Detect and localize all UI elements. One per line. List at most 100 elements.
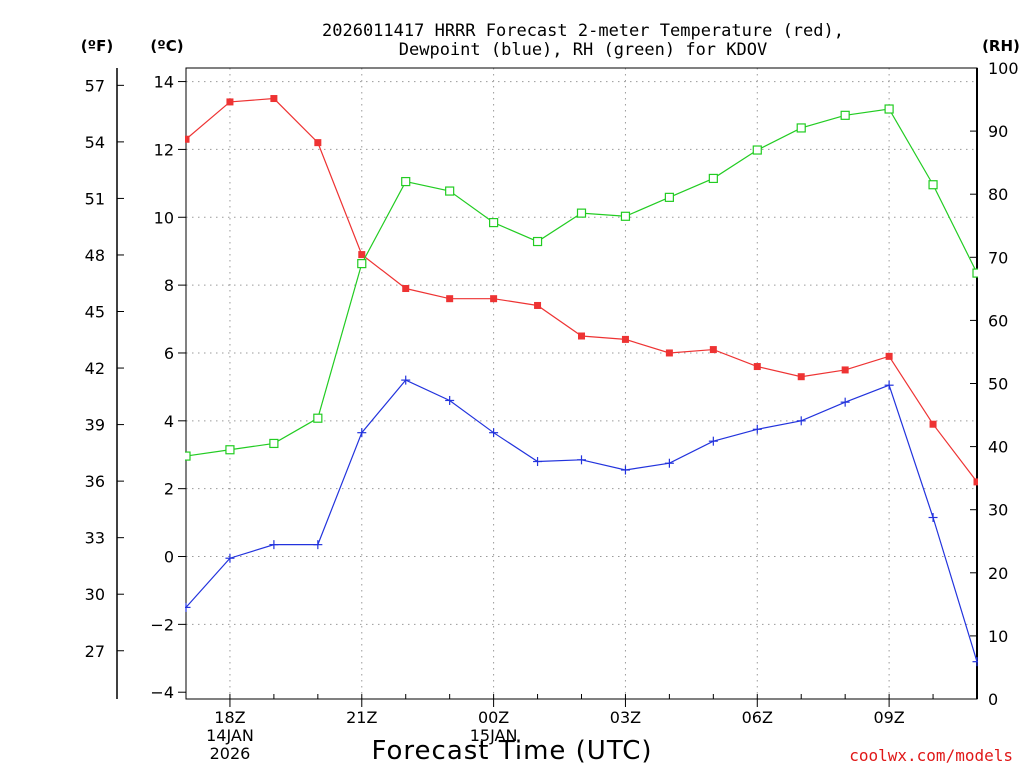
x-axis-title: Forecast Time (UTC): [371, 736, 652, 766]
x-tick-label: 00Z: [478, 708, 509, 727]
2-meter-temperature-point: [534, 301, 542, 309]
relative-humidity-point: [884, 104, 894, 114]
rh-tick-label: 80: [988, 185, 1008, 204]
2-meter-temperature-point: [753, 363, 761, 371]
2-meter-temperature-point: [490, 295, 498, 303]
fahrenheit-tick-label: 36: [85, 472, 105, 491]
relative-humidity-point: [576, 208, 587, 218]
credit-link[interactable]: coolwx.com/models: [849, 746, 1013, 765]
fahrenheit-unit-label: (ºF): [81, 37, 113, 55]
rh-tick-label: 90: [988, 122, 1008, 141]
dewpoint-point: [357, 428, 367, 438]
dewpoint-point: [269, 540, 279, 550]
fahrenheit-tick-label: 54: [85, 133, 105, 152]
2-meter-temperature-point: [446, 295, 454, 303]
relative-humidity-point: [752, 145, 762, 155]
rh-tick-label: 100: [988, 59, 1019, 78]
fahrenheit-tick-label: 33: [85, 529, 105, 548]
relative-humidity-point: [401, 176, 411, 187]
relative-humidity-point: [489, 217, 499, 228]
x-tick-label: 21Z: [346, 708, 377, 727]
dewpoint-point: [752, 424, 762, 434]
2-meter-temperature-point: [621, 335, 629, 343]
x-tick-label: 03Z: [610, 708, 641, 727]
celsius-tick-label: 8: [164, 276, 174, 295]
rh-tick-label: 50: [988, 375, 1008, 394]
x-tick-year: 2026: [210, 744, 251, 763]
chart-title-line2: Dewpoint (blue), RH (green) for KDOV: [399, 40, 767, 60]
series-clip-group: [185, 95, 978, 667]
grid-lines: [186, 68, 977, 699]
celsius-tick-label: 14: [154, 73, 174, 92]
dewpoint-point: [489, 428, 499, 438]
dewpoint-point: [972, 657, 978, 667]
x-tick-date: 15JAN: [470, 726, 518, 745]
relative-humidity-point: [532, 236, 543, 247]
rh-tick-label: 40: [988, 438, 1008, 457]
relative-humidity-point: [269, 438, 279, 449]
x-tick-label: 09Z: [873, 708, 904, 727]
data-series: [185, 95, 978, 667]
dewpoint-point: [796, 416, 806, 426]
2-meter-temperature-point: [885, 352, 893, 360]
dewpoint-point: [445, 395, 455, 405]
axes: [116, 67, 978, 707]
rh-tick-label: 20: [988, 564, 1008, 583]
relative-humidity-point: [708, 173, 718, 184]
dewpoint-point: [401, 375, 411, 385]
2-meter-temperature-point: [665, 349, 673, 357]
2-meter-temperature-point: [709, 346, 717, 354]
celsius-tick-label: −4: [150, 683, 174, 702]
2-meter-temperature-point: [841, 366, 849, 374]
rh-tick-label: 10: [988, 627, 1008, 646]
x-tick-label: 18Z: [214, 708, 245, 727]
tick-labels: −4 −2 0 2 4 6 8 10 12 14 27 30 33 36 39 42 45 48 51 54 57 0 10…: [85, 59, 1019, 763]
dewpoint-point: [664, 458, 674, 468]
2-meter-temperature-point: [973, 478, 978, 486]
2-meter-temperature-point: [797, 373, 805, 381]
2-meter-temperature-point: [358, 251, 366, 259]
celsius-tick-label: 2: [164, 480, 174, 499]
fahrenheit-tick-label: 45: [85, 303, 105, 322]
dewpoint-point: [708, 436, 718, 446]
2-meter-temperature-point: [402, 285, 410, 293]
2-meter-temperature-point: [929, 420, 937, 428]
celsius-tick-label: 10: [154, 208, 174, 227]
celsius-tick-label: 4: [164, 412, 174, 431]
x-tick-label: 06Z: [742, 708, 773, 727]
dewpoint-point: [928, 513, 938, 523]
2-meter-temperature-point: [185, 135, 190, 143]
rh-tick-label: 0: [988, 690, 998, 709]
celsius-unit-label: (ºC): [150, 37, 183, 55]
celsius-tick-label: −2: [150, 615, 174, 634]
relative-humidity-point: [357, 259, 367, 269]
fahrenheit-tick-label: 51: [85, 189, 105, 208]
celsius-tick-label: 6: [164, 344, 174, 363]
relative-humidity-point: [664, 192, 674, 202]
2-meter-temperature-point: [226, 98, 234, 106]
2-meter-temperature-line: [185, 97, 978, 483]
rh-unit-label: (RH): [982, 37, 1020, 55]
rh-tick-label: 60: [988, 311, 1008, 330]
relative-humidity-point: [972, 268, 978, 278]
relative-humidity-point: [840, 110, 850, 120]
dewpoint-point: [840, 397, 850, 407]
relative-humidity-point: [225, 445, 235, 455]
relative-humidity-line: [185, 108, 978, 457]
fahrenheit-tick-label: 27: [85, 642, 105, 661]
dewpoint-point: [620, 465, 630, 475]
fahrenheit-tick-label: 42: [85, 359, 105, 378]
rh-tick-label: 30: [988, 501, 1008, 520]
relative-humidity-point: [928, 180, 938, 190]
relative-humidity-point: [796, 123, 806, 133]
2-meter-temperature-point: [578, 332, 585, 340]
dewpoint-line: [185, 379, 978, 662]
dewpoint-point: [185, 602, 191, 612]
dewpoint-point: [884, 380, 894, 390]
dewpoint-point: [533, 457, 543, 467]
relative-humidity-point: [620, 211, 631, 221]
fahrenheit-tick-label: 48: [85, 246, 105, 265]
fahrenheit-tick-label: 39: [85, 416, 105, 435]
dewpoint-point: [577, 455, 586, 465]
